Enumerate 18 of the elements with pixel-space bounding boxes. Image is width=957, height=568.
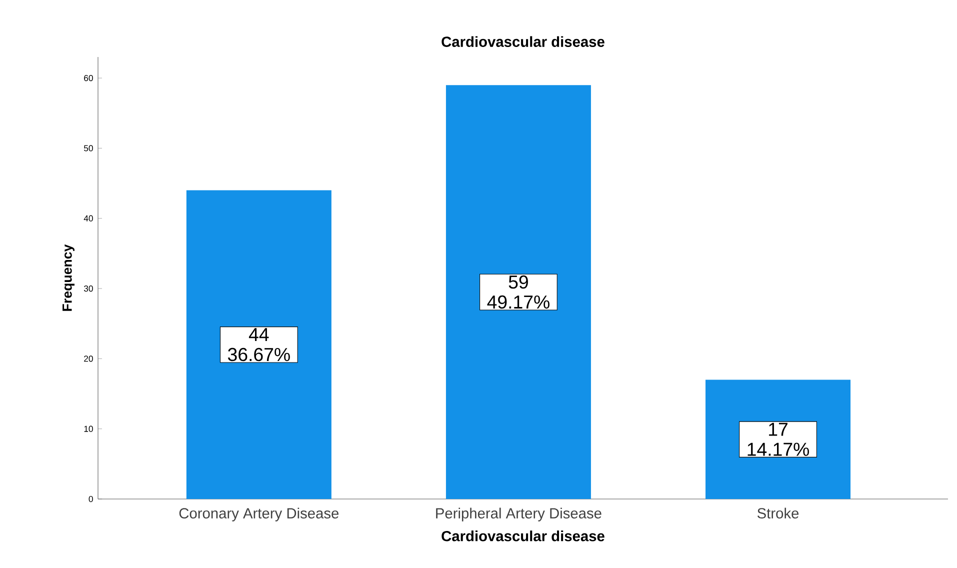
x-tick-label: Coronary Artery Disease	[179, 508, 339, 522]
bar	[446, 85, 591, 500]
y-tick-label: 0	[88, 496, 93, 502]
data-label: 59 49.17%	[487, 275, 550, 309]
y-tick-label: 50	[84, 145, 93, 152]
y-tick-label: 60	[84, 74, 93, 82]
bar	[186, 190, 332, 500]
data-label: 17 14.17%	[748, 422, 809, 456]
data-label: 44 36.67%	[228, 328, 290, 362]
y-tick-label: 10	[84, 426, 93, 432]
y-axis-title: Frequency	[62, 244, 74, 311]
chart-title: Cardiovascular disease	[442, 36, 604, 47]
x-tick-label: Peripheral Artery Disease	[436, 508, 602, 522]
y-tick-label: 20	[84, 356, 93, 362]
y-tick-label: 40	[84, 215, 93, 222]
x-axis-title: Cardiovascular disease	[442, 530, 604, 542]
y-tick-label: 30	[84, 285, 93, 292]
x-tick-label: Stroke	[757, 508, 799, 518]
